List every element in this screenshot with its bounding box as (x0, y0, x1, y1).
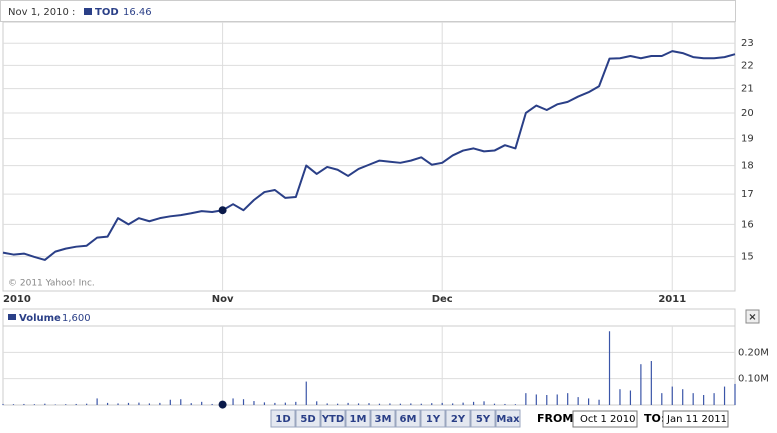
range-button-bg[interactable] (395, 409, 421, 428)
range-button-bg[interactable] (295, 409, 321, 428)
range-button-bg[interactable] (370, 409, 396, 428)
y-tick-label: 18 (741, 161, 754, 172)
y-tick-label: 22 (741, 60, 754, 71)
range-button-label[interactable]: 1D (275, 414, 290, 425)
y-tick-label: 21 (741, 84, 754, 95)
range-button[interactable]: 2Y (445, 409, 471, 428)
range-button-label[interactable]: YTD (321, 414, 344, 425)
y-tick-label: 0.10M (738, 374, 769, 385)
range-button[interactable]: 1D (270, 409, 296, 428)
legend-swatch (8, 314, 16, 320)
range-button[interactable]: Max (495, 409, 521, 428)
range-button-bg[interactable] (495, 409, 521, 428)
range-button-label[interactable]: 3M (375, 414, 392, 425)
range-button[interactable]: 1Y (420, 409, 446, 428)
legend-swatch (84, 8, 92, 15)
x-tick-label: Nov (212, 294, 234, 305)
to-label: TO: (644, 412, 665, 425)
range-button[interactable]: YTD (320, 409, 346, 428)
range-button-bg[interactable] (470, 409, 496, 428)
y-tick-label: 20 (741, 108, 754, 119)
to-input[interactable] (662, 410, 729, 428)
legend-value: 1,600 (62, 313, 91, 324)
range-button-bg[interactable] (320, 409, 346, 428)
range-button-label[interactable]: 5D (300, 414, 315, 425)
x-tick-label: Dec (432, 294, 453, 305)
price-line (2, 50, 736, 261)
y-tick-label: 23 (741, 38, 754, 49)
y-tick-label: 16 (741, 219, 754, 230)
range-button-bg[interactable] (345, 409, 371, 428)
range-button-bg[interactable] (270, 409, 296, 428)
to-value[interactable]: Jan 11 2011 (666, 414, 727, 425)
y-tick-label: 19 (741, 134, 754, 145)
range-button[interactable]: 3M (370, 409, 396, 428)
from-label: FROM: (537, 412, 578, 425)
credit: © 2011 Yahoo! Inc. (8, 279, 95, 289)
crosshair-label: Nov 1, 2010 : (8, 7, 75, 18)
range-button-label[interactable]: 1Y (426, 414, 441, 425)
range-button[interactable]: 6M (395, 409, 421, 428)
range-button-label[interactable]: 5Y (476, 414, 491, 425)
volume-header (2, 308, 736, 327)
crosshair-dot (218, 400, 227, 409)
x-tick-label: 2011 (658, 294, 686, 305)
legend-name: TOD (95, 7, 119, 18)
range-button-bg[interactable] (420, 409, 446, 428)
y-tick-label: 0.20M (738, 347, 769, 358)
legend-name: Volume (19, 313, 61, 324)
volume-panel (2, 325, 736, 406)
range-button[interactable]: 1M (345, 409, 371, 428)
y-tick-label: 17 (741, 189, 754, 200)
legend-value: 16.46 (123, 7, 152, 18)
close-icon[interactable]: × (748, 312, 756, 323)
range-button-label[interactable]: 6M (400, 414, 417, 425)
x-tick-label: 2010 (3, 294, 31, 305)
range-button[interactable]: 5D (295, 409, 321, 428)
range-button-label[interactable]: 1M (350, 414, 367, 425)
y-tick-label: 15 (741, 252, 754, 263)
range-button-bg[interactable] (445, 409, 471, 428)
from-input[interactable] (572, 410, 638, 428)
range-button[interactable]: 5Y (470, 409, 496, 428)
price-panel (2, 21, 736, 292)
crosshair-dot (218, 206, 227, 215)
range-button-label[interactable]: Max (496, 414, 520, 425)
from-value[interactable]: Oct 1 2010 (580, 414, 635, 425)
range-button-label[interactable]: 2Y (451, 414, 466, 425)
close-button[interactable] (745, 309, 760, 324)
